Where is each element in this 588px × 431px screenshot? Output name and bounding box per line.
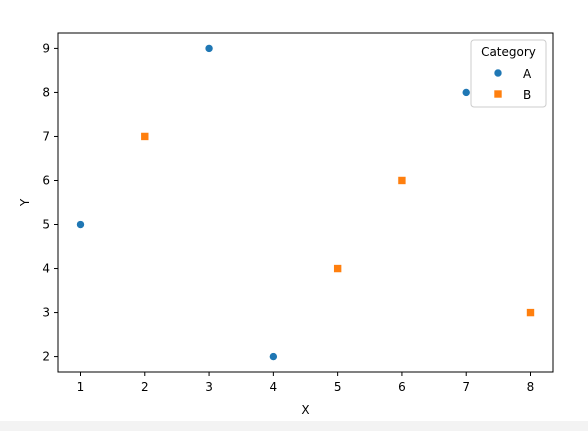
x-tick-label: 6 bbox=[398, 380, 406, 394]
plot-frame bbox=[57, 32, 554, 373]
y-tick-label: 6 bbox=[42, 173, 50, 187]
x-tick-label: 4 bbox=[270, 380, 278, 394]
data-point-b bbox=[397, 176, 407, 185]
data-point-a bbox=[461, 88, 471, 97]
data-points bbox=[76, 44, 535, 361]
legend-box bbox=[470, 39, 547, 108]
legend-label-a: A bbox=[523, 67, 532, 81]
legend-marker-a bbox=[493, 68, 503, 78]
y-tick-label: 9 bbox=[42, 41, 50, 55]
axes bbox=[57, 32, 554, 373]
x-tick-label: 1 bbox=[77, 380, 85, 394]
x-tick-label: 3 bbox=[205, 380, 213, 394]
y-tick-label: 8 bbox=[42, 85, 50, 99]
legend-title: Category bbox=[481, 45, 536, 59]
x-tick-label: 7 bbox=[462, 380, 470, 394]
y-tick-label: 7 bbox=[42, 129, 50, 143]
legend-label-b: B bbox=[523, 88, 531, 102]
x-tick-label: 8 bbox=[527, 380, 535, 394]
data-point-b bbox=[526, 308, 535, 317]
ticks: 1 2 3 4 5 6 7 8 2 3 4 5 6 7 8 9 bbox=[42, 41, 534, 394]
data-point-b bbox=[140, 132, 150, 141]
bottom-strip bbox=[0, 421, 588, 431]
data-point-b bbox=[333, 264, 342, 273]
data-point-a bbox=[76, 220, 85, 229]
y-tick-label: 2 bbox=[42, 350, 50, 364]
legend-marker-b bbox=[493, 89, 503, 99]
x-axis-label: X bbox=[301, 403, 309, 417]
y-tick-label: 5 bbox=[42, 218, 50, 232]
data-point-a bbox=[269, 352, 278, 361]
legend: Category AB bbox=[470, 39, 547, 108]
y-tick-label: 4 bbox=[42, 262, 50, 276]
x-tick-label: 5 bbox=[334, 380, 342, 394]
x-tick-label: 2 bbox=[141, 380, 149, 394]
data-point-a bbox=[204, 44, 214, 53]
y-axis-label: Y bbox=[18, 198, 32, 207]
y-tick-label: 3 bbox=[42, 306, 50, 320]
